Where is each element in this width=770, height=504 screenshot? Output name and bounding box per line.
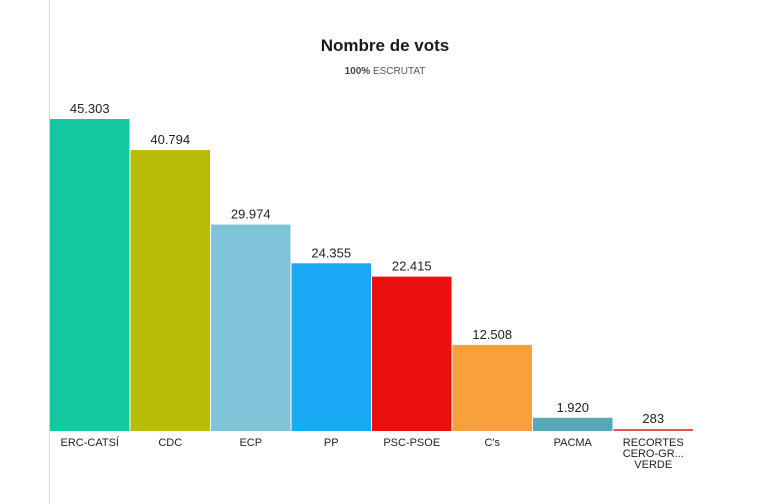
value-label-6: 1.920 <box>556 400 589 415</box>
bar-0 <box>50 119 130 431</box>
category-label-5: C's <box>484 437 500 449</box>
category-label-6: PACMA <box>554 437 593 449</box>
value-label-3: 24.355 <box>311 245 351 260</box>
category-label-7: RECORTES CERO-GR... VERDE <box>623 437 684 471</box>
bar-4 <box>372 276 452 431</box>
category-label-3: PP <box>324 437 339 449</box>
left-border-line <box>49 0 50 504</box>
category-label-2: ECP <box>239 437 262 449</box>
bar-6 <box>533 417 613 431</box>
category-label-1: CDC <box>158 437 182 449</box>
bar-3 <box>291 263 371 431</box>
subtitle-percent: 100% <box>344 66 371 77</box>
value-label-4: 22.415 <box>392 259 432 274</box>
bar-2 <box>211 224 291 431</box>
value-label-1: 40.794 <box>150 132 190 147</box>
category-label-4: PSC-PSOE <box>383 437 440 449</box>
bar-1 <box>130 150 210 431</box>
value-label-0: 45.303 <box>70 101 110 116</box>
chart-title: Nombre de vots <box>320 36 450 55</box>
bar-5 <box>452 344 532 431</box>
chart-subtitle: 100% ESCRUTAT <box>0 66 770 77</box>
subtitle-text: ESCRUTAT <box>372 66 426 77</box>
bar-7 <box>613 429 693 431</box>
category-label-0: ERC-CATSÍ <box>61 436 120 449</box>
value-label-5: 12.508 <box>472 327 512 342</box>
value-label-2: 29.974 <box>231 207 271 222</box>
value-label-7: 283 <box>642 411 664 426</box>
